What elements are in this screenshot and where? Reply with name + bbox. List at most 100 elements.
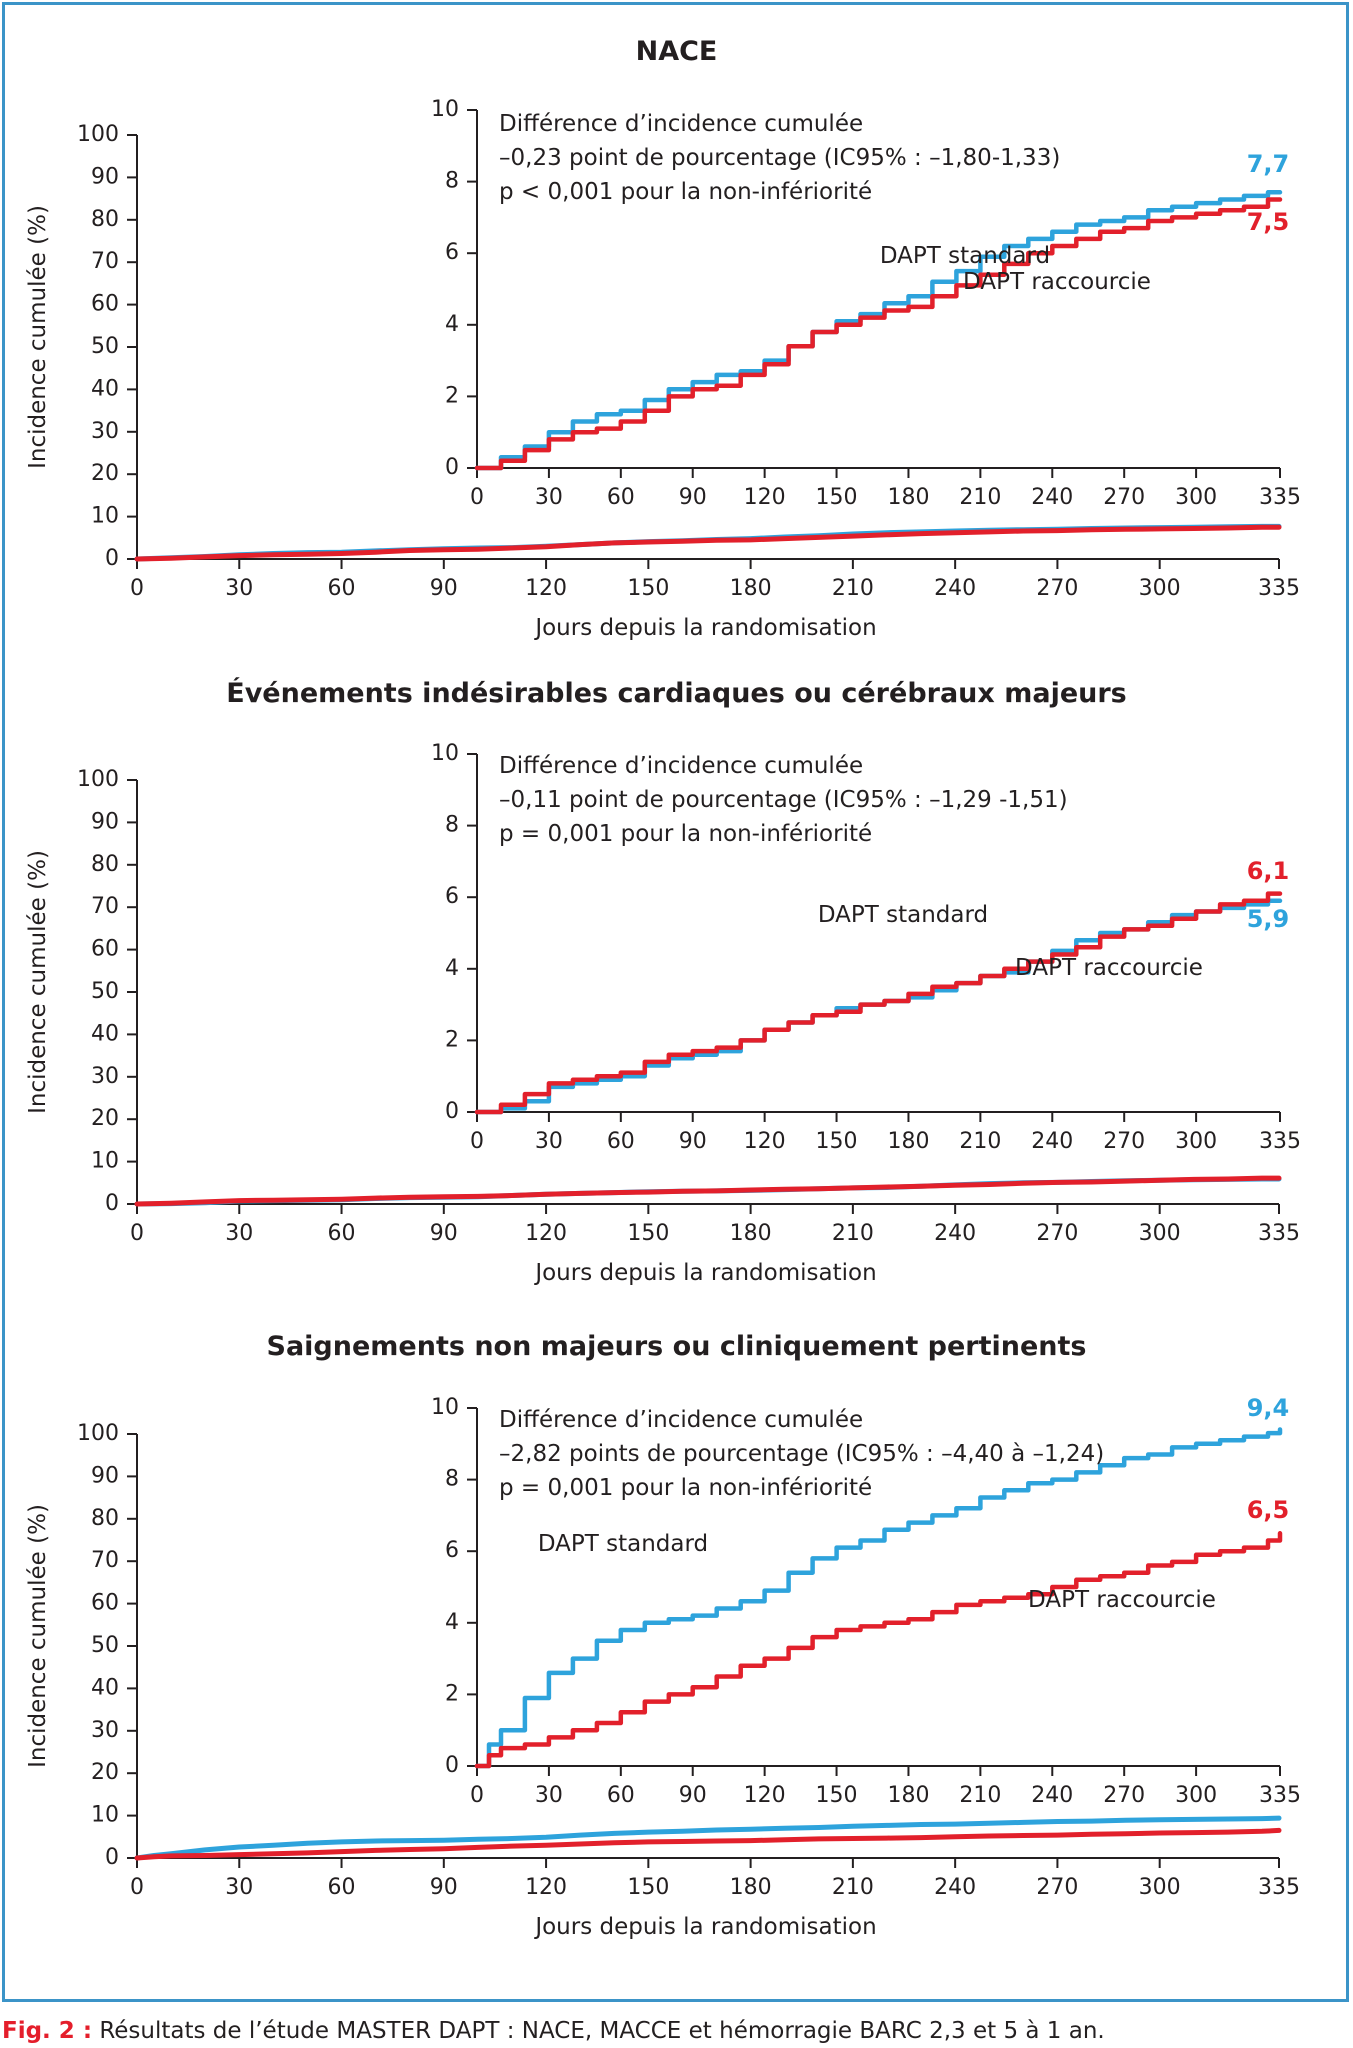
p1-main-y-tick-label: 30 — [91, 419, 119, 444]
p1-main-y-tick-label: 60 — [91, 292, 119, 317]
p3-end-value-shortened: 6,5 — [1247, 1496, 1290, 1524]
p3-end-value-standard: 9,4 — [1247, 1394, 1290, 1422]
p2-end-value-shortened: 6,1 — [1247, 857, 1290, 885]
p2-inset-x-tick-label: 0 — [470, 1129, 484, 1154]
p1-main-x-tick-label: 335 — [1258, 576, 1300, 601]
p1-main-x-tick-label: 90 — [430, 576, 458, 601]
p3-main-x-tick-label: 30 — [225, 1875, 253, 1900]
p1-main-x-tick-label: 210 — [832, 576, 874, 601]
p3-inset-y-tick-label: 2 — [445, 1681, 459, 1706]
p3-main-x-tick-label: 0 — [130, 1875, 144, 1900]
p2-main-y-tick-label: 40 — [91, 1021, 119, 1046]
p3-main-series-line-standard — [134, 1815, 1282, 1861]
p1-main-x-axis-label: Jours depuis la randomisation — [533, 615, 876, 641]
p2-series-label-shortened: DAPT raccourcie — [1015, 955, 1203, 981]
p3-main-y-tick-label: 60 — [91, 1591, 119, 1616]
p1-main-y-tick-label: 80 — [91, 207, 119, 232]
p3-inset-x-tick-label: 210 — [959, 1783, 1001, 1808]
p2-main-x-tick-label: 60 — [328, 1221, 356, 1246]
p1-main-x-tick-label: 180 — [730, 576, 772, 601]
p1-main-y-tick-label: 50 — [91, 334, 119, 359]
p3-main-x-axis-label: Jours depuis la randomisation — [533, 1914, 876, 1940]
p1-main-y-tick-label: 10 — [91, 504, 119, 529]
p2-inset-x-tick-label: 30 — [535, 1129, 563, 1154]
figure-frame: NACE 0 10 20 30 40 50 60 70 80 90 100 0 30 60 90 120 150 1… — [2, 2, 1349, 2002]
p3-main-series-line-shortened — [134, 1827, 1282, 1861]
p2-inset-series-line-shortened — [474, 891, 1283, 1115]
p2-inset-y-tick-label: 8 — [445, 813, 459, 838]
p1-inset-y-tick-label: 4 — [445, 312, 459, 337]
p1-inset-x-tick-label: 60 — [607, 485, 635, 510]
caption-label: Fig. 2 : — [2, 2018, 93, 2044]
p3-main-x-tick-label: 270 — [1036, 1875, 1078, 1900]
p3-main-x-tick-label: 90 — [430, 1875, 458, 1900]
p3-main-y-tick-label: 10 — [91, 1803, 119, 1828]
p3-inset-x-tick-label: 240 — [1031, 1783, 1073, 1808]
p2-main-y-tick-label: 80 — [91, 852, 119, 877]
p2-main-y-axis-label: Incidence cumulée (%) — [25, 850, 51, 1114]
p2-inset-x-tick-label: 270 — [1103, 1129, 1145, 1154]
p3-main-x-tick-label: 60 — [328, 1875, 356, 1900]
p3-main-y-tick-label: 0 — [105, 1845, 119, 1870]
p3-inset-annotation-line-3: p = 0,001 pour la non-infériorité — [499, 1475, 872, 1501]
p1-chart-title: NACE — [636, 36, 718, 67]
p3-inset-x-tick-label: 335 — [1259, 1783, 1301, 1808]
p2-inset-annotation-line-3: p = 0,001 pour la non-infériorité — [499, 821, 872, 847]
p1-inset-x-tick-label: 335 — [1259, 485, 1301, 510]
p1-inset-annotation-line-1: Différence d’incidence cumulée — [499, 111, 863, 137]
p1-inset-x-tick-label: 150 — [816, 485, 858, 510]
figure-caption: Fig. 2 : Résultats de l’étude MASTER DAP… — [2, 2018, 1105, 2044]
p2-main-x-tick-label: 90 — [430, 1221, 458, 1246]
p1-inset-x-tick-label: 0 — [470, 485, 484, 510]
p3-main-y-tick-label: 30 — [91, 1718, 119, 1743]
p1-inset-annotation-line-3: p < 0,001 pour la non-infériorité — [499, 179, 872, 205]
p3-inset-series-line-shortened — [474, 1531, 1283, 1769]
p3-inset-series-line-standard — [474, 1427, 1283, 1769]
p1-main-x-tick-label: 0 — [130, 576, 144, 601]
p2-main-y-tick-label: 60 — [91, 937, 119, 962]
p2-main-y-tick-label: 10 — [91, 1149, 119, 1174]
p3-inset-x-tick-label: 150 — [816, 1783, 858, 1808]
p3-inset-y-tick-label: 8 — [445, 1467, 459, 1492]
p1-inset-x-tick-label: 210 — [959, 485, 1001, 510]
p2-main-series-line-shortened — [134, 1175, 1282, 1207]
p1-main-y-tick-label: 0 — [105, 546, 119, 571]
p2-end-value-standard: 5,9 — [1247, 905, 1290, 933]
p3-inset-annotation-line-2: –2,82 points de pourcentage (IC95% : –4,… — [499, 1441, 1104, 1467]
p1-inset-x-tick-label: 30 — [535, 485, 563, 510]
p2-main-x-tick-label: 335 — [1258, 1221, 1300, 1246]
p2-chart-title: Événements indésirables cardiaques ou cé… — [226, 677, 1127, 709]
p3-inset-x-tick-label: 60 — [607, 1783, 635, 1808]
p2-inset-x-tick-label: 180 — [887, 1129, 929, 1154]
p1-inset-x-tick-label: 120 — [744, 485, 786, 510]
p3-inset-y-tick-label: 0 — [445, 1753, 459, 1778]
p3-inset-x-tick-label: 120 — [744, 1783, 786, 1808]
p2-main-x-axis-label: Jours depuis la randomisation — [533, 1260, 876, 1286]
p2-inset-y-tick-label: 10 — [431, 741, 459, 766]
p3-main-y-tick-label: 80 — [91, 1506, 119, 1531]
p3-main-y-axis-label: Incidence cumulée (%) — [25, 1504, 51, 1768]
p3-inset-annotation-line-1: Différence d’incidence cumulée — [499, 1407, 863, 1433]
p1-main-y-tick-label: 90 — [91, 164, 119, 189]
p2-series-label-standard: DAPT standard — [818, 902, 988, 928]
p3-inset-y-tick-label: 10 — [431, 1395, 459, 1420]
p2-inset-annotation-line-2: –0,11 point de pourcentage (IC95% : –1,2… — [499, 787, 1068, 813]
p3-main-x-tick-label: 120 — [525, 1875, 567, 1900]
p3-main-x-tick-label: 180 — [730, 1875, 772, 1900]
p1-inset-y-tick-label: 2 — [445, 383, 459, 408]
p3-main-y-tick-label: 100 — [77, 1421, 119, 1446]
p1-main-series-line-shortened — [134, 524, 1282, 562]
p1-inset-x-tick-label: 240 — [1031, 485, 1073, 510]
p3-main-y-tick-label: 70 — [91, 1548, 119, 1573]
p3-main-y-tick-label: 40 — [91, 1675, 119, 1700]
p1-inset-y-tick-label: 6 — [445, 240, 459, 265]
p1-inset-x-tick-label: 270 — [1103, 485, 1145, 510]
p1-main-x-tick-label: 60 — [328, 576, 356, 601]
p2-main-y-tick-label: 20 — [91, 1106, 119, 1131]
p2-main-y-tick-label: 0 — [105, 1191, 119, 1216]
p1-main-y-tick-label: 100 — [77, 122, 119, 147]
p3-main-y-tick-label: 90 — [91, 1463, 119, 1488]
caption-text: Résultats de l’étude MASTER DAPT : NACE,… — [92, 2018, 1105, 2044]
p1-main-y-axis-label: Incidence cumulée (%) — [25, 205, 51, 469]
